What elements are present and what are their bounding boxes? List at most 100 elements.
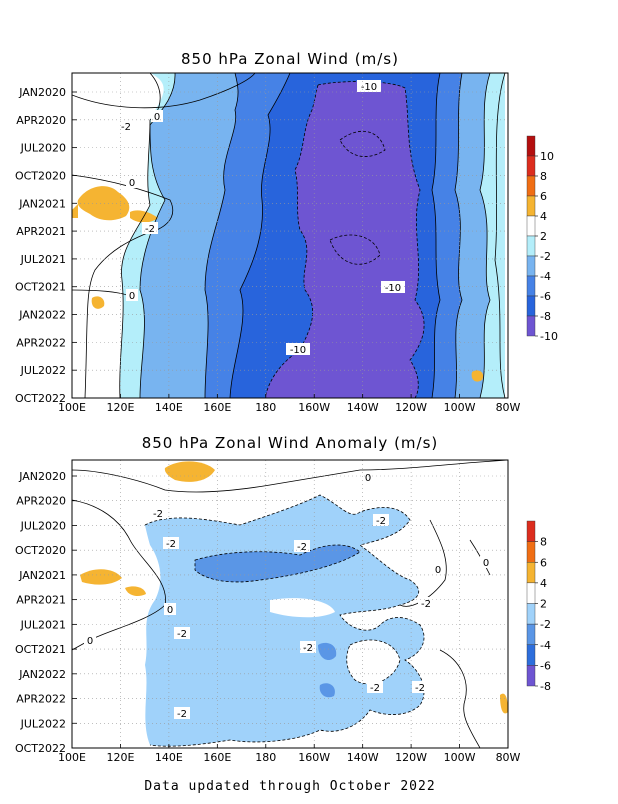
colorbar-swatch	[526, 520, 536, 542]
colorbar-label: -8	[540, 680, 551, 693]
colorbar-swatch	[526, 235, 536, 257]
colorbar-swatch	[526, 195, 536, 217]
colorbar-label: 10	[540, 150, 554, 163]
y-tick-label: OCT2020	[15, 169, 66, 182]
x-tick-label: 140E	[155, 401, 183, 414]
colorbar-label: 4	[540, 577, 547, 590]
contour-label: -2	[177, 709, 187, 720]
contour-label: -2	[121, 122, 131, 133]
contour-label: 0	[167, 605, 173, 616]
contour-labels: -10 -2 0 0 -2 0 -10 -10	[118, 80, 405, 356]
contour-label: 0	[154, 112, 160, 123]
colorbar-swatch	[526, 665, 536, 687]
contour-labels: 0 -2 -2 -2 -2 0 0 -2 0 -2 0	[84, 471, 492, 720]
y-tick-label: JAN2020	[18, 470, 66, 483]
contour-label: -10	[361, 82, 377, 93]
y-tick-label: OCT2020	[15, 544, 66, 557]
colorbar-swatch	[526, 275, 536, 297]
axes: 100E 120E 140E 160E 180 160W 140W 120W 100W 80W JA…	[15, 470, 521, 764]
y-tick-label: JUL2022	[20, 717, 66, 730]
contour-label: 0	[129, 291, 135, 302]
colorbar-label: 8	[540, 170, 547, 183]
colorbar-label: 4	[540, 210, 547, 223]
grid-lines	[72, 73, 508, 398]
colorbar-label: 8	[540, 536, 547, 549]
colorbar-label: -6	[540, 659, 551, 672]
contour-label: 0	[435, 565, 441, 576]
contour-label: 0	[365, 473, 371, 484]
x-tick-label: 160E	[203, 401, 231, 414]
contour-label: -10	[385, 283, 401, 294]
y-tick-label: JAN2021	[18, 569, 66, 582]
contour-label: -2	[297, 542, 307, 553]
plot-frame	[71, 72, 509, 399]
y-tick-label: OCT2022	[15, 392, 66, 405]
colorbar-swatch	[526, 603, 536, 625]
contour-label: -2	[153, 509, 163, 520]
x-tick-label: 120E	[106, 401, 134, 414]
contour-label: 0	[129, 178, 135, 189]
anomaly-field: 0 -2 -2 -2 -2 0 0 -2 0 -2 0	[72, 460, 508, 748]
colorbar-label: 6	[540, 190, 547, 203]
y-tick-label: APR2021	[16, 225, 66, 238]
contour-label: -2	[421, 599, 431, 610]
y-tick-label: APR2022	[16, 693, 66, 706]
y-tick-label: APR2020	[16, 495, 66, 508]
contour-label: -2	[415, 683, 425, 694]
colorbar-swatch	[526, 541, 536, 563]
y-tick-label: APR2021	[16, 594, 66, 607]
colorbar-swatch	[526, 315, 536, 337]
contour-label: -2	[177, 629, 187, 640]
colorbar-label: 6	[540, 556, 547, 569]
y-tick-label: OCT2021	[15, 281, 66, 294]
colorbar-swatch	[526, 215, 536, 237]
chart-title: 850 hPa Zonal Wind (m/s)	[181, 50, 399, 68]
axes: 100E 120E 140E 160E 180 160W 140W 120W 100W 80W JA…	[15, 86, 521, 414]
x-tick-label: 100E	[58, 751, 86, 764]
contour-label: -2	[303, 643, 313, 654]
x-tick-label: 120E	[106, 751, 134, 764]
x-tick-label: 100W	[444, 751, 476, 764]
zonal-wind-panel: 850 hPa Zonal Wind (m/s)	[15, 50, 558, 414]
colorbar: 10 8 6 4 2 -2 -4 -6 -8 -10	[526, 135, 558, 343]
contour-label: 0	[483, 558, 489, 569]
colorbar-label: -10	[540, 330, 558, 343]
y-tick-label: JUL2022	[20, 364, 66, 377]
contour-label: -10	[290, 345, 306, 356]
y-tick-label: OCT2021	[15, 643, 66, 656]
colorbar-swatch	[526, 175, 536, 197]
zonal-wind-anomaly-panel: 850 hPa Zonal Wind Anomaly (m/s)	[15, 434, 551, 764]
y-tick-label: JAN2022	[18, 309, 66, 322]
colorbar-label: -4	[540, 639, 551, 652]
contour-label: -2	[166, 539, 176, 550]
x-tick-label: 80W	[496, 751, 521, 764]
colorbar-label: -6	[540, 290, 551, 303]
x-tick-label: 180	[255, 751, 276, 764]
y-tick-label: JUL2021	[20, 253, 66, 266]
colorbar-label: -8	[540, 310, 551, 323]
colorbar: 8 6 4 2 -2 -4 -6 -8	[526, 520, 551, 693]
y-tick-label: JUL2020	[20, 142, 66, 155]
y-tick-label: OCT2022	[15, 742, 66, 755]
contour-lines	[72, 460, 508, 748]
x-tick-label: 180	[255, 401, 276, 414]
footer-note: Data updated through October 2022	[144, 779, 435, 794]
chart-title: 850 hPa Zonal Wind Anomaly (m/s)	[142, 434, 439, 452]
colorbar-swatch	[526, 155, 536, 177]
colorbar-label: -2	[540, 250, 551, 263]
colorbar-swatch	[526, 255, 536, 277]
plot-frame	[71, 459, 509, 749]
colorbar-label: 2	[540, 598, 547, 611]
grid-lines	[72, 460, 508, 748]
x-tick-label: 160W	[298, 401, 330, 414]
contour-label: -2	[376, 516, 386, 527]
y-tick-label: JAN2022	[18, 668, 66, 681]
y-tick-label: JAN2021	[18, 197, 66, 210]
contour-label: -2	[145, 224, 155, 235]
colorbar-label: -4	[540, 270, 551, 283]
colorbar-swatch	[526, 562, 536, 584]
y-tick-label: APR2022	[16, 336, 66, 349]
y-tick-label: JAN2020	[18, 86, 66, 99]
x-tick-label: 140W	[347, 401, 379, 414]
